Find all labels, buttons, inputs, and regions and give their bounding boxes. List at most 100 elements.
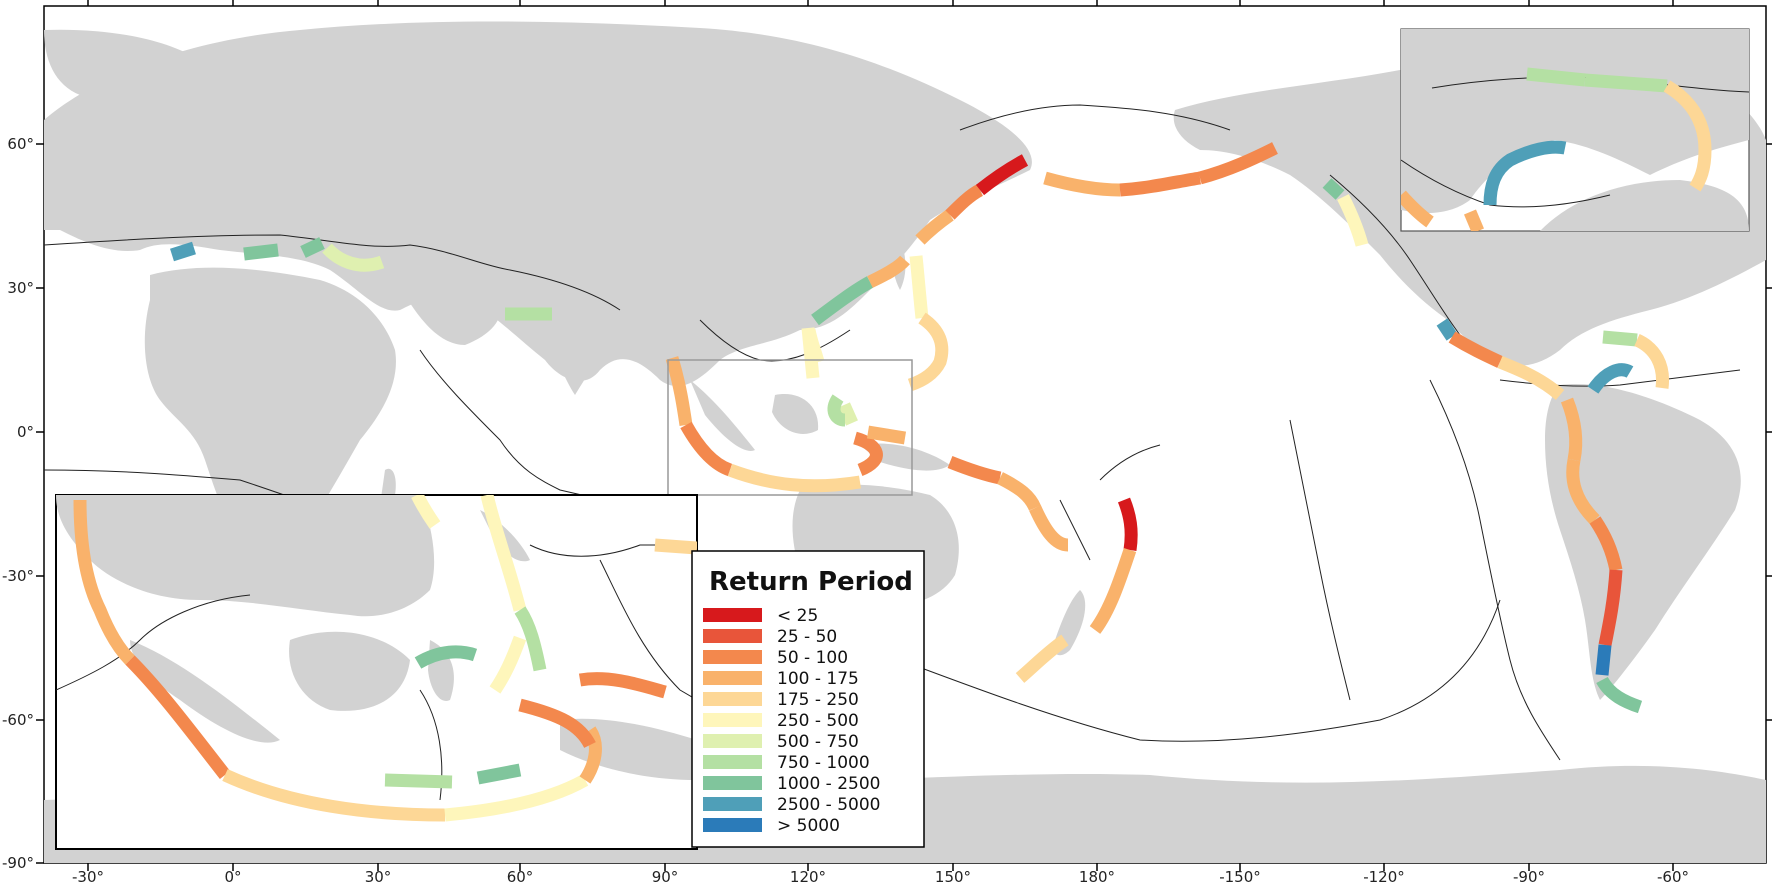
legend-label: > 5000 bbox=[777, 816, 840, 836]
legend-swatch bbox=[703, 818, 762, 832]
plate-boundary-line bbox=[1429, 379, 1561, 761]
segment-italy bbox=[300, 237, 325, 258]
inset-segment bbox=[579, 726, 602, 784]
legend-label: < 25 bbox=[777, 606, 818, 626]
inset-segment bbox=[1483, 140, 1567, 206]
landmass-india bbox=[540, 300, 615, 395]
lon-label: -120° bbox=[1363, 868, 1405, 886]
lon-label: 0° bbox=[224, 868, 241, 886]
inset-land bbox=[130, 640, 280, 743]
segment-japan-trench bbox=[915, 209, 954, 245]
legend-swatch bbox=[703, 755, 762, 769]
landmass-south-america bbox=[1545, 384, 1741, 700]
legend-label: 175 - 250 bbox=[777, 690, 859, 710]
lon-label: 60° bbox=[507, 868, 534, 886]
inset-segment bbox=[489, 635, 527, 694]
segment-izu bbox=[909, 255, 929, 319]
segment-molucca bbox=[827, 394, 846, 427]
legend-swatch bbox=[703, 671, 762, 685]
legend-label: 750 - 1000 bbox=[777, 753, 870, 773]
inset-segment bbox=[1526, 67, 1586, 87]
inset-segment bbox=[654, 538, 697, 555]
segment-lesser-antilles bbox=[1633, 334, 1670, 389]
landmass-new-guinea bbox=[860, 443, 950, 471]
segment-mariana bbox=[907, 312, 949, 392]
tick-marks bbox=[36, 0, 1772, 871]
segment-andaman bbox=[665, 356, 693, 426]
legend-label: 100 - 175 bbox=[777, 669, 859, 689]
segment-chile-south bbox=[1595, 644, 1612, 676]
legend-label: 2500 - 5000 bbox=[777, 795, 880, 815]
lon-label: -90° bbox=[1513, 868, 1545, 886]
caribbean-inset bbox=[1400, 28, 1750, 232]
landmass-eurasia bbox=[44, 21, 1032, 387]
plate-boundary-line bbox=[1289, 419, 1351, 701]
lon-label: -150° bbox=[1219, 868, 1261, 886]
legend-swatch bbox=[703, 713, 762, 727]
inset-segment bbox=[1584, 73, 1668, 93]
segment-banda bbox=[852, 431, 883, 477]
segment-gibraltar bbox=[170, 241, 196, 262]
segment-vanuatu bbox=[1029, 505, 1069, 552]
inset-segment bbox=[444, 774, 589, 822]
legend-label: 250 - 500 bbox=[777, 711, 859, 731]
lon-label: 150° bbox=[935, 868, 971, 886]
landmass-greenland bbox=[44, 29, 200, 97]
inset-segment bbox=[1401, 190, 1434, 228]
legend-label: 500 - 750 bbox=[777, 732, 859, 752]
lon-label: 30° bbox=[365, 868, 392, 886]
southeast-asia-inset bbox=[55, 494, 698, 850]
inset-segment bbox=[414, 645, 478, 669]
segment-mexico bbox=[1448, 331, 1503, 368]
lon-label: 180° bbox=[1079, 868, 1115, 886]
landmass-africa bbox=[144, 267, 396, 558]
segment-sangihe bbox=[838, 402, 858, 426]
segment-new-guinea bbox=[866, 425, 907, 445]
lat-label: -90° bbox=[2, 854, 34, 872]
legend-swatch bbox=[703, 734, 762, 748]
segment-peru bbox=[1566, 458, 1600, 525]
segment-lesser-antilles-north bbox=[1602, 330, 1638, 347]
lon-label: -30° bbox=[72, 868, 104, 886]
lat-label: 60° bbox=[7, 135, 34, 153]
legend-swatch bbox=[703, 629, 762, 643]
segment-patagonia bbox=[1596, 676, 1643, 714]
segment-hellenic bbox=[322, 243, 385, 272]
segment-kamchatka bbox=[975, 154, 1029, 196]
segment-hikurangi bbox=[1015, 634, 1069, 683]
segment-aleutian-east bbox=[1198, 142, 1278, 185]
legend-label: 50 - 100 bbox=[777, 648, 848, 668]
segment-nankai bbox=[867, 255, 910, 288]
segment-mediterranean-west bbox=[243, 243, 279, 261]
segment-central-america bbox=[1497, 355, 1565, 401]
landmass-arabia bbox=[395, 260, 501, 345]
inset-segment bbox=[480, 495, 527, 612]
plate-boundaries bbox=[44, 104, 1741, 761]
inset-land bbox=[56, 495, 435, 617]
legend-swatch bbox=[703, 608, 762, 622]
plate-boundary-line bbox=[1059, 444, 1161, 561]
lat-label: 30° bbox=[7, 279, 34, 297]
inset-segment bbox=[518, 698, 596, 749]
inset-plate-boundary bbox=[529, 544, 697, 557]
segment-colombia-caribbean bbox=[1587, 363, 1634, 394]
legend-label: 25 - 50 bbox=[777, 627, 837, 647]
lat-label: -60° bbox=[2, 711, 34, 729]
lon-label: 90° bbox=[652, 868, 679, 886]
legend-title: Return Period bbox=[709, 567, 913, 597]
segment-colombia bbox=[1560, 397, 1583, 462]
plate-boundary-line bbox=[899, 599, 1501, 742]
inset-plate-boundary bbox=[1401, 159, 1611, 208]
legend-swatch bbox=[703, 776, 762, 790]
inset-plate-boundary bbox=[599, 559, 697, 701]
inset-segment bbox=[578, 672, 667, 699]
landmass-borneo bbox=[772, 394, 819, 434]
inset-land bbox=[289, 631, 410, 711]
inset-segment bbox=[1663, 80, 1712, 192]
segment-aleutian-central bbox=[1119, 171, 1202, 197]
inset-segment bbox=[411, 495, 441, 529]
inset-segment bbox=[73, 499, 135, 665]
segment-arica bbox=[1589, 516, 1623, 572]
